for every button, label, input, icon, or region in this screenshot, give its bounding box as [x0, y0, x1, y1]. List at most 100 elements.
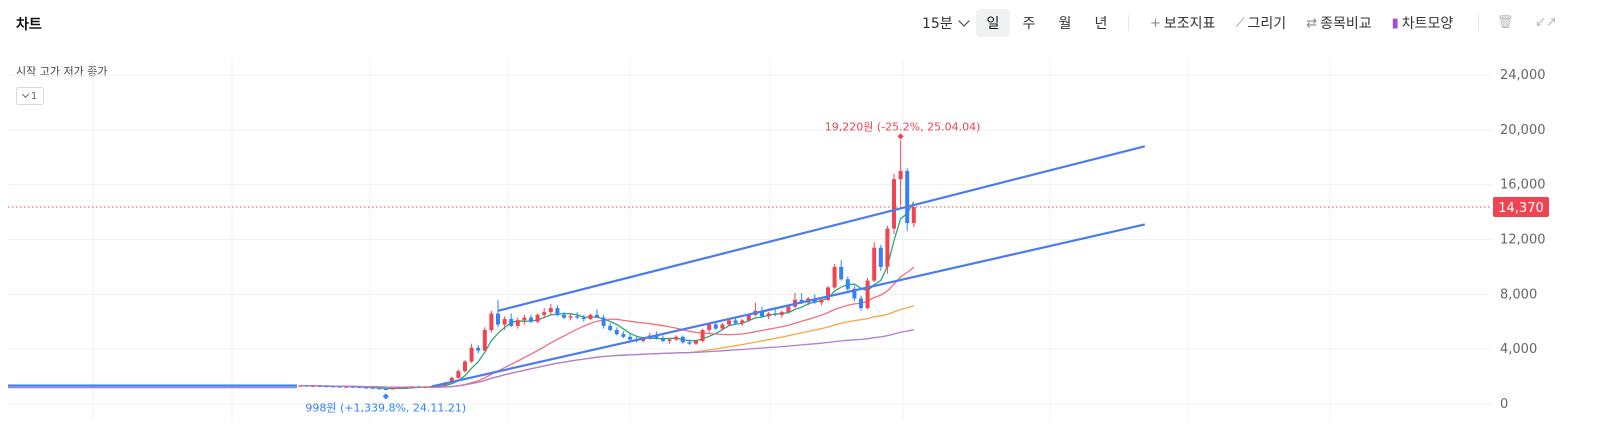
candle — [845, 276, 850, 292]
candle — [298, 385, 302, 387]
candle — [324, 385, 329, 388]
candle — [720, 323, 725, 330]
trend-line — [431, 223, 1146, 388]
period-tabs: 일 주 월 년 — [976, 9, 1118, 37]
candle-body — [819, 299, 824, 303]
tab-year[interactable]: 년 — [1094, 16, 1108, 32]
tab-month[interactable]: 월 — [1058, 16, 1072, 32]
candle — [317, 385, 322, 387]
candle — [859, 295, 863, 311]
compare-button[interactable]: ⇄ 종목비교 — [1306, 13, 1371, 33]
candle-body — [515, 320, 520, 326]
candle — [522, 314, 527, 325]
toolbar-divider — [1478, 15, 1479, 31]
candle-body — [331, 386, 335, 388]
candle — [515, 317, 520, 329]
candle — [793, 292, 797, 309]
candle — [687, 339, 692, 346]
candle — [911, 206, 916, 228]
candle — [661, 335, 665, 343]
draw-button[interactable]: ⟋ 그리기 — [1235, 13, 1286, 33]
current-price-tag — [1493, 197, 1549, 218]
candle — [469, 343, 474, 363]
collapse-arrows-icon[interactable]: ↙↗ — [1535, 15, 1557, 30]
candle-body — [581, 317, 586, 320]
candle-body — [456, 371, 461, 378]
candle-body — [317, 385, 322, 387]
y-tick-label: 20,000 — [1500, 123, 1546, 138]
candle-body — [595, 314, 599, 318]
toolbar-divider — [1128, 15, 1129, 31]
candle-body — [344, 386, 349, 388]
swap-arrows-icon: ⇄ — [1306, 15, 1318, 31]
candle — [766, 312, 771, 320]
low-marker-icon: ◆ — [383, 391, 390, 400]
candle — [476, 345, 481, 354]
candle — [489, 310, 494, 333]
candle-body — [654, 335, 659, 339]
tab-day[interactable]: 일 — [976, 9, 1010, 37]
y-axis: 0 4,000 8,000 12,000 16,000 20,000 24,000 — [1500, 68, 1546, 412]
candle — [700, 328, 705, 343]
candle — [892, 173, 896, 235]
candle-body — [713, 324, 718, 329]
y-tick-label: 0 — [1500, 397, 1508, 412]
chart-style-icon: ▮ — [1391, 15, 1399, 31]
candle-body — [621, 334, 626, 337]
legend-collapse-button[interactable]: 1 — [16, 87, 44, 105]
candle — [740, 319, 745, 326]
candle-body — [383, 388, 388, 390]
candle-body — [826, 287, 830, 300]
high-marker-icon: ◆ — [898, 132, 905, 141]
candle-body — [555, 308, 560, 315]
interval-dropdown[interactable]: 15분 — [922, 13, 972, 33]
candle-body — [390, 388, 395, 390]
candle-body — [740, 320, 745, 324]
candle — [727, 319, 731, 326]
candle — [535, 313, 540, 324]
candle — [608, 323, 613, 332]
indicator-button[interactable]: + 보조지표 — [1150, 13, 1215, 33]
trash-icon[interactable]: 🗑 — [1497, 15, 1514, 30]
legend-collapse-count: 1 — [30, 90, 38, 102]
candle — [496, 299, 500, 328]
indicator-label: 보조지표 — [1163, 16, 1216, 32]
y-tick-label: 4,000 — [1500, 342, 1537, 357]
candle — [595, 309, 599, 318]
candle-body — [562, 314, 566, 318]
candle-body — [357, 387, 362, 389]
candle — [364, 387, 368, 389]
candle-body — [509, 319, 514, 326]
interval-toolbar: 15분 — [922, 10, 972, 36]
candle — [529, 314, 533, 324]
candle — [423, 386, 428, 388]
candle — [397, 387, 401, 389]
candle — [555, 305, 560, 317]
candle-body — [542, 312, 547, 315]
y-tick-label: 8,000 — [1500, 287, 1537, 302]
compare-label: 종목비교 — [1320, 16, 1372, 32]
candle-body — [410, 386, 415, 388]
candle — [502, 316, 507, 330]
candle — [694, 339, 698, 346]
high-marker-label: 19,220원 (-25.2%, 25.04.04) — [825, 121, 981, 134]
ma-5-line — [299, 201, 915, 390]
candle — [865, 277, 870, 310]
candles — [298, 140, 916, 391]
candle-body — [760, 310, 764, 317]
candle-body — [469, 347, 474, 362]
candle — [568, 313, 573, 321]
candle — [786, 305, 791, 314]
candle-body — [588, 314, 593, 320]
candle-body — [720, 324, 725, 329]
candle — [872, 242, 877, 282]
ma-20-line — [299, 266, 915, 388]
candle-body — [568, 316, 573, 318]
candle-body — [377, 388, 382, 390]
tab-week[interactable]: 주 — [1022, 16, 1036, 32]
chart-style-button[interactable]: ▮ 차트모양 — [1392, 13, 1454, 33]
candle — [898, 140, 903, 206]
candle — [826, 286, 830, 302]
candle — [667, 338, 672, 344]
